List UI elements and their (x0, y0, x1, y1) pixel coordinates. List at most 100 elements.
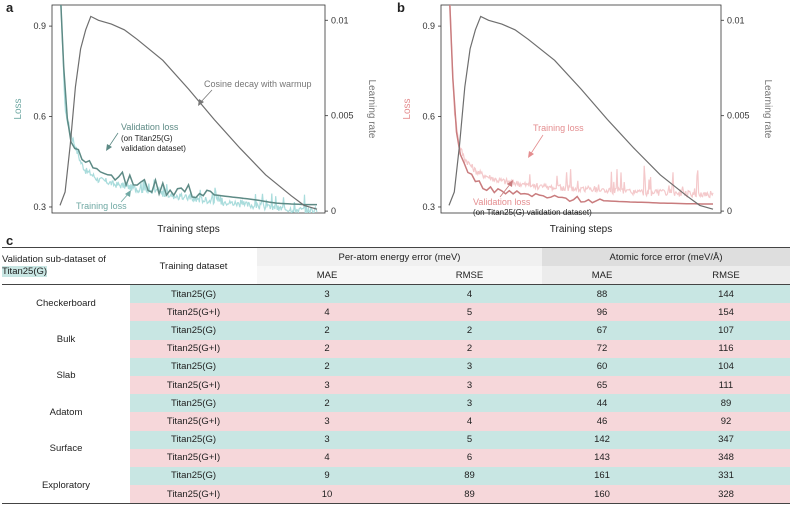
energy-rmse-cell: 5 (397, 430, 542, 449)
panel-label-c: c (6, 233, 14, 248)
table-row: Adatom Titan25(G) 2 3 44 89 (2, 394, 790, 418)
chart-b-annotation-validation-arrowhead (507, 180, 513, 187)
chart-a-ytick-label: 0.3 (33, 202, 46, 212)
energy-rmse-cell: 3 (397, 375, 542, 395)
table-row: Titan25(G+I) 2 2 72 116 (2, 339, 790, 358)
force-mae-cell: 88 (542, 284, 662, 304)
chart-b-annotation-training: Training loss (533, 123, 584, 133)
force-mae-cell: 142 (542, 430, 662, 449)
energy-rmse-cell: 3 (397, 357, 542, 376)
chart-a-ylabel: Loss (13, 98, 24, 119)
results-table: Validation sub-dataset of Titan25(G) Tra… (2, 247, 790, 504)
chart-b-xlabel: Training steps (550, 224, 612, 235)
table-row: Titan25(G+I) 3 3 65 111 (2, 375, 790, 395)
table-row: Exploratory Titan25(G) 9 89 161 331 (2, 466, 790, 491)
table-row: Bulk Titan25(G) 2 2 67 107 (2, 321, 790, 345)
chart-a-annotation-validation: Validation loss (121, 122, 179, 132)
chart-a-annotation-validation-arrowhead (106, 144, 112, 151)
energy-mae-cell: 2 (257, 321, 397, 340)
chart-b-annotation-training-arrow (529, 134, 544, 156)
chart-b-series-validation-loss (449, 5, 713, 205)
chart-b-series-learning-rate (448, 15, 714, 210)
energy-rmse-cell: 4 (397, 412, 542, 431)
force-rmse-cell: 154 (662, 303, 790, 322)
force-mae-cell: 160 (542, 485, 662, 504)
training-dataset-cell: Titan25(G) (130, 357, 257, 376)
force-rmse-header: RMSE (662, 266, 790, 285)
chart-a-y2label: Learning rate (366, 80, 377, 139)
force-rmse-cell: 116 (662, 339, 790, 358)
force-rmse-cell: 107 (662, 321, 790, 340)
force-mae-cell: 143 (542, 448, 662, 467)
chart-a-ytick-label: 0.6 (33, 112, 46, 122)
energy-mae-cell: 9 (257, 466, 397, 486)
force-rmse-cell: 331 (662, 466, 790, 486)
energy-mae-cell: 4 (257, 303, 397, 322)
energy-mae-cell: 4 (257, 448, 397, 467)
subset-header-label: Validation sub-dataset of (2, 254, 106, 265)
chart-a-frame (51, 4, 326, 214)
force-rmse-cell: 89 (662, 394, 790, 413)
force-mae-cell: 65 (542, 375, 662, 395)
panel-label-b: b (397, 0, 405, 15)
subset-name-cell: Checkerboard (36, 297, 96, 309)
chart-b-annotation-validation-arrow (499, 182, 512, 198)
energy-rmse-cell: 5 (397, 303, 542, 322)
charts-canvas: 0.3 0.6 0.9 0 0.005 0.01 Training steps Loss Lea… (13, 4, 773, 235)
force-rmse-cell: 92 (662, 412, 790, 431)
table-row: Titan25(G+I) 10 89 160 328 (2, 485, 790, 504)
chart-b-ytick-label: 0.3 (422, 202, 435, 212)
chart-a-y2tick-label: 0.01 (331, 15, 349, 25)
energy-rmse-header: RMSE (397, 266, 542, 285)
energy-mae-cell: 2 (257, 394, 397, 413)
energy-mae-header: MAE (257, 266, 397, 285)
training-dataset-cell: Titan25(G+I) (130, 339, 257, 358)
chart-b-series-training-loss (449, 5, 714, 199)
force-mae-cell: 72 (542, 339, 662, 358)
subset-name-cell: Surface (49, 443, 83, 455)
energy-mae-cell: 3 (257, 430, 397, 449)
energy-group-header: Per-atom energy error (meV) (257, 247, 542, 266)
energy-rmse-cell: 2 (397, 339, 542, 358)
table-row: Slab Titan25(G) 2 3 60 104 (2, 357, 790, 381)
table-row: Checkerboard Titan25(G) 3 4 88 144 (2, 284, 790, 309)
force-rmse-cell: 144 (662, 284, 790, 304)
chart-b-annotation-validation-line2: (on Titan25(G) validation dataset) (473, 208, 592, 217)
chart-b-y2tick-label: 0.01 (727, 15, 745, 25)
chart-b-frame (440, 4, 722, 214)
chart-a-annotation-validation-arrow (107, 132, 119, 149)
chart-a-xlabel: Training steps (157, 224, 219, 235)
energy-rmse-cell: 4 (397, 284, 542, 304)
table-row: Titan25(G+I) 3 4 46 92 (2, 412, 790, 431)
energy-mae-cell: 3 (257, 284, 397, 304)
chart-b-annotation-validation: Validation loss (473, 197, 531, 207)
force-mae-cell: 46 (542, 412, 662, 431)
training-dataset-cell: Titan25(G) (130, 284, 257, 304)
subset-header-highlight: Titan25(G) (2, 266, 48, 277)
chart-b-y2tick-label: 0 (727, 206, 732, 216)
chart-a-y2tick-label: 0 (331, 206, 336, 216)
energy-mae-cell: 10 (257, 485, 397, 504)
subset-header: Validation sub-dataset of Titan25(G) (2, 248, 130, 285)
chart-b-ytick-label: 0.9 (422, 21, 435, 31)
energy-rmse-cell: 89 (397, 466, 542, 486)
chart-a-series-validation-loss (60, 5, 317, 206)
table-row: Titan25(G+I) 4 5 96 154 (2, 303, 790, 322)
energy-rmse-cell: 3 (397, 394, 542, 413)
force-mae-cell: 44 (542, 394, 662, 413)
training-dataset-cell: Titan25(G) (130, 466, 257, 486)
energy-rmse-cell: 6 (397, 448, 542, 467)
force-rmse-cell: 104 (662, 357, 790, 376)
force-mae-header: MAE (542, 266, 662, 285)
chart-a-ytick-label: 0.9 (33, 21, 46, 31)
energy-rmse-cell: 89 (397, 485, 542, 504)
chart-a-series-training-loss (60, 5, 318, 213)
training-dataset-cell: Titan25(G+I) (130, 485, 257, 504)
force-mae-cell: 96 (542, 303, 662, 322)
training-dataset-cell: Titan25(G) (130, 430, 257, 449)
chart-a-annotation-validation-line2: (on Titan25(G) (121, 134, 173, 143)
chart-b-annotation-training-arrowhead (528, 151, 534, 158)
chart-a-annotation-cosine-arrowhead (198, 99, 204, 106)
subset-name-cell: Bulk (56, 334, 76, 346)
training-dataset-cell: Titan25(G+I) (130, 303, 257, 322)
